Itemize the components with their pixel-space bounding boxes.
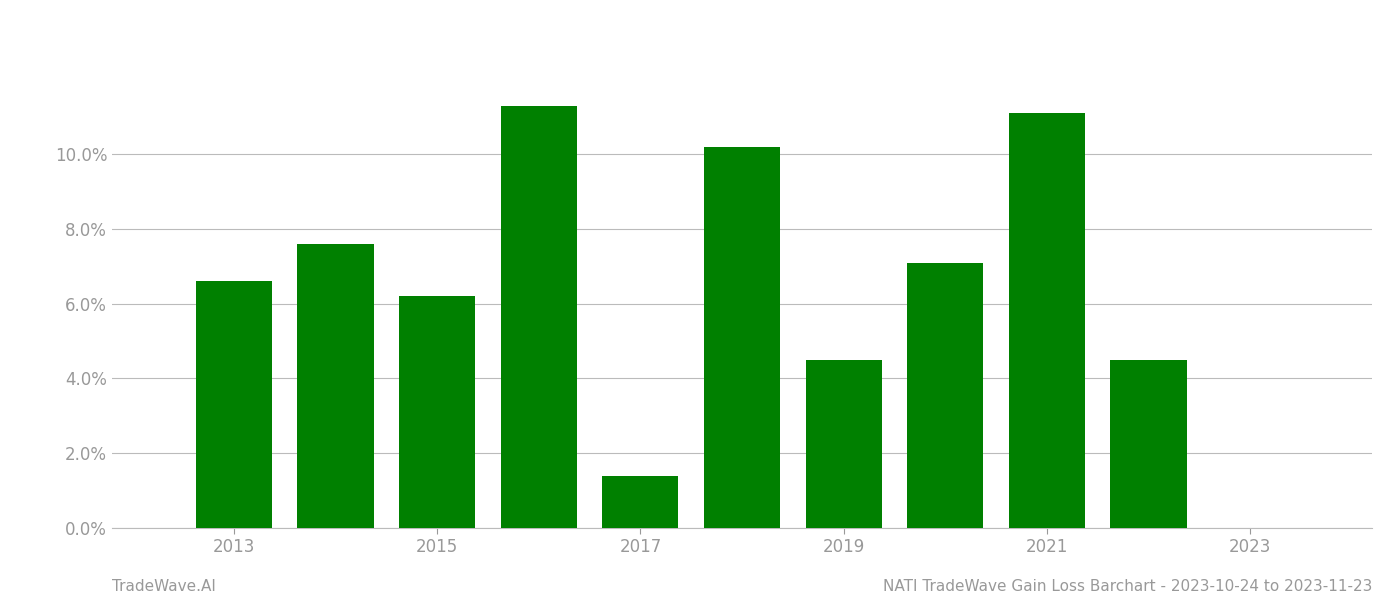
Bar: [196, 281, 272, 528]
Text: NATI TradeWave Gain Loss Barchart - 2023-10-24 to 2023-11-23: NATI TradeWave Gain Loss Barchart - 2023…: [882, 579, 1372, 594]
Bar: [501, 106, 577, 528]
Bar: [399, 296, 475, 528]
Text: TradeWave.AI: TradeWave.AI: [112, 579, 216, 594]
Bar: [907, 263, 983, 528]
Bar: [805, 360, 882, 528]
Bar: [602, 476, 679, 528]
Bar: [297, 244, 374, 528]
Bar: [1110, 360, 1187, 528]
Bar: [704, 146, 780, 528]
Bar: [1009, 113, 1085, 528]
